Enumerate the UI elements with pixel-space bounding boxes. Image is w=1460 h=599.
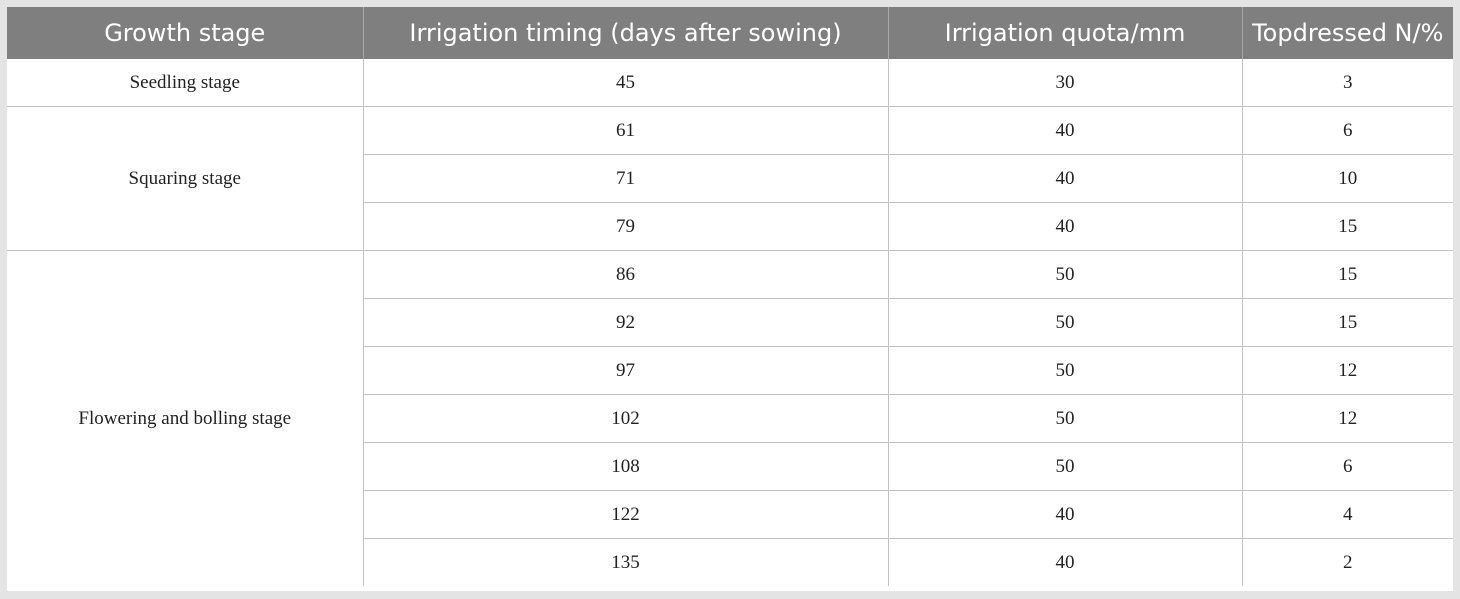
irrigation-timing-cell: 86 — [362, 250, 888, 299]
table-row: 92 50 15 — [7, 298, 1453, 347]
topdressed-n-cell: 3 — [1241, 59, 1453, 107]
irrigation-timing-cell: 92 — [362, 298, 888, 347]
growth-stage-cell: Squaring stage — [7, 106, 363, 251]
header-topdressed-n: Topdressed N/% — [1241, 7, 1453, 59]
irrigation-timing-cell: 108 — [362, 442, 888, 491]
irrigation-quota-cell: 30 — [887, 59, 1242, 107]
irrigation-timing-cell: 97 — [362, 346, 888, 395]
table-header: Growth stage Irrigation timing (days aft… — [7, 7, 1453, 59]
irrigation-timing-cell: 122 — [362, 490, 888, 539]
irrigation-schedule-table-frame: Growth stage Irrigation timing (days aft… — [7, 7, 1453, 591]
irrigation-quota-cell: 40 — [887, 538, 1242, 586]
irrigation-timing-cell: 45 — [362, 59, 888, 107]
topdressed-n-cell: 15 — [1241, 298, 1453, 347]
irrigation-timing-cell: 71 — [362, 154, 888, 203]
topdressed-n-cell: 15 — [1241, 250, 1453, 299]
topdressed-n-cell: 6 — [1241, 442, 1453, 491]
irrigation-quota-cell: 40 — [887, 154, 1242, 203]
topdressed-n-cell: 10 — [1241, 154, 1453, 203]
table-row: 135 40 2 — [7, 538, 1453, 586]
table-row: Squaring stage 61 40 6 — [7, 106, 1453, 251]
header-irrigation-timing: Irrigation timing (days after sowing) — [362, 7, 888, 59]
table-row: 71 40 10 — [7, 154, 1453, 203]
irrigation-timing-cell: 135 — [362, 538, 888, 586]
table-row: Flowering and bolling stage 86 50 15 — [7, 250, 1453, 586]
table-row: 102 50 12 — [7, 394, 1453, 443]
topdressed-n-cell: 12 — [1241, 394, 1453, 443]
irrigation-quota-cell: 50 — [887, 298, 1242, 347]
irrigation-quota-cell: 40 — [887, 202, 1242, 251]
irrigation-quota-cell: 50 — [887, 346, 1242, 395]
table-row: 122 40 4 — [7, 490, 1453, 539]
irrigation-quota-cell: 50 — [887, 394, 1242, 443]
topdressed-n-cell: 4 — [1241, 490, 1453, 539]
table-row: 108 50 6 — [7, 442, 1453, 491]
table-row: 97 50 12 — [7, 346, 1453, 395]
irrigation-quota-cell: 40 — [887, 106, 1242, 155]
growth-stage-cell: Flowering and bolling stage — [7, 250, 363, 586]
table-row: 79 40 15 — [7, 202, 1453, 251]
irrigation-quota-cell: 40 — [887, 490, 1242, 539]
irrigation-schedule-table: Growth stage Irrigation timing (days aft… — [7, 7, 1453, 586]
table-row: Seedling stage 45 30 3 — [7, 59, 1453, 107]
header-irrigation-quota: Irrigation quota/mm — [887, 7, 1242, 59]
topdressed-n-cell: 12 — [1241, 346, 1453, 395]
irrigation-quota-cell: 50 — [887, 442, 1242, 491]
irrigation-timing-cell: 102 — [362, 394, 888, 443]
header-growth-stage: Growth stage — [7, 7, 363, 59]
topdressed-n-cell: 15 — [1241, 202, 1453, 251]
irrigation-quota-cell: 50 — [887, 250, 1242, 299]
growth-stage-cell: Seedling stage — [129, 71, 240, 93]
topdressed-n-cell: 6 — [1241, 106, 1453, 155]
irrigation-timing-cell: 61 — [362, 106, 888, 155]
topdressed-n-cell: 2 — [1241, 538, 1453, 586]
header-row: Growth stage Irrigation timing (days aft… — [7, 7, 1453, 59]
table-body: Seedling stage 45 30 3 Squaring stage 61 40 6 71… — [7, 59, 1453, 586]
irrigation-timing-cell: 79 — [362, 202, 888, 251]
